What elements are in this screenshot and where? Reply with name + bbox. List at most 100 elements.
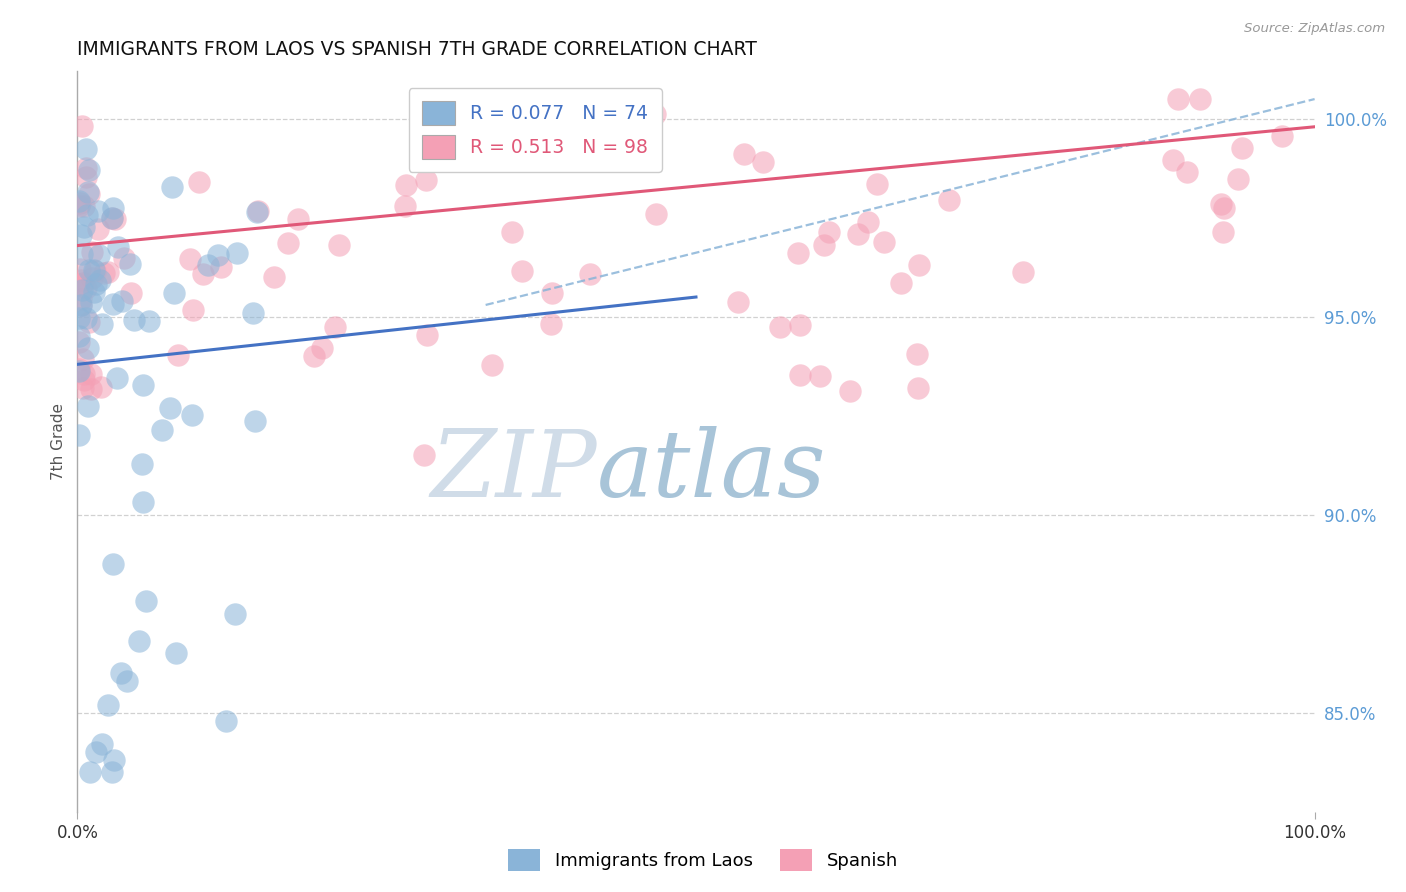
Point — [165, 646, 187, 660]
Point — [77, 163, 100, 178]
Point — [80, 271, 103, 285]
Point — [1230, 141, 1253, 155]
Point — [67, 194, 90, 208]
Point — [1167, 92, 1189, 106]
Point — [197, 259, 219, 273]
Point — [72, 283, 94, 297]
Point — [846, 227, 869, 241]
Point — [187, 175, 209, 189]
Point — [209, 260, 232, 274]
Point — [87, 203, 110, 218]
Point — [808, 369, 831, 384]
Point — [104, 211, 127, 226]
Point — [191, 267, 214, 281]
Point — [1211, 197, 1233, 211]
Point — [75, 169, 97, 184]
Point — [70, 272, 93, 286]
Point — [103, 557, 125, 571]
Point — [112, 251, 135, 265]
Point — [225, 246, 247, 260]
Point — [938, 193, 960, 207]
Point — [727, 295, 749, 310]
Point — [644, 106, 666, 120]
Point — [501, 225, 523, 239]
Point — [813, 238, 835, 252]
Point — [80, 367, 103, 381]
Point — [416, 327, 439, 342]
Point — [246, 205, 269, 219]
Point — [907, 382, 929, 396]
Point — [138, 313, 160, 327]
Point — [87, 248, 110, 262]
Point — [111, 293, 134, 308]
Point — [107, 240, 129, 254]
Point — [323, 319, 346, 334]
Point — [1175, 165, 1198, 179]
Point — [67, 199, 90, 213]
Point — [163, 285, 186, 300]
Point — [412, 449, 434, 463]
Point — [890, 277, 912, 291]
Point — [67, 329, 90, 343]
Point — [77, 314, 100, 328]
Point — [69, 428, 91, 442]
Point — [80, 294, 103, 309]
Point — [905, 347, 928, 361]
Point — [93, 266, 115, 280]
Point — [263, 270, 285, 285]
Point — [73, 220, 96, 235]
Point — [752, 154, 775, 169]
Point — [277, 236, 299, 251]
Point — [215, 714, 238, 728]
Point — [1226, 172, 1249, 186]
Point — [181, 408, 204, 422]
Point — [1189, 92, 1212, 106]
Point — [72, 381, 94, 395]
Point — [70, 227, 93, 242]
Point — [302, 349, 325, 363]
Point — [787, 245, 810, 260]
Point — [224, 607, 246, 622]
Point — [769, 320, 792, 334]
Point — [183, 302, 205, 317]
Point — [97, 698, 120, 712]
Point — [101, 765, 124, 780]
Point — [179, 252, 201, 266]
Point — [135, 593, 157, 607]
Point — [394, 199, 416, 213]
Point — [77, 400, 100, 414]
Point — [132, 495, 155, 509]
Point — [733, 147, 755, 161]
Point — [510, 264, 533, 278]
Point — [67, 311, 90, 326]
Point — [907, 258, 929, 272]
Point — [69, 261, 91, 276]
Point — [97, 265, 120, 279]
Point — [1011, 265, 1033, 279]
Point — [79, 383, 101, 397]
Point — [818, 225, 841, 239]
Point — [75, 161, 97, 175]
Point — [1161, 153, 1184, 167]
Point — [77, 187, 100, 202]
Point — [159, 401, 181, 415]
Point — [1212, 225, 1234, 239]
Point — [167, 349, 190, 363]
Point — [70, 119, 93, 133]
Point — [481, 358, 503, 372]
Point — [90, 317, 112, 331]
Point — [120, 286, 142, 301]
Point — [73, 373, 96, 387]
Text: atlas: atlas — [598, 426, 827, 516]
Point — [131, 457, 153, 471]
Point — [69, 362, 91, 376]
Point — [91, 738, 114, 752]
Point — [328, 238, 350, 252]
Point — [79, 765, 101, 780]
Point — [67, 277, 90, 292]
Point — [69, 298, 91, 312]
Point — [76, 185, 98, 199]
Point — [90, 380, 112, 394]
Point — [128, 634, 150, 648]
Point — [789, 368, 811, 382]
